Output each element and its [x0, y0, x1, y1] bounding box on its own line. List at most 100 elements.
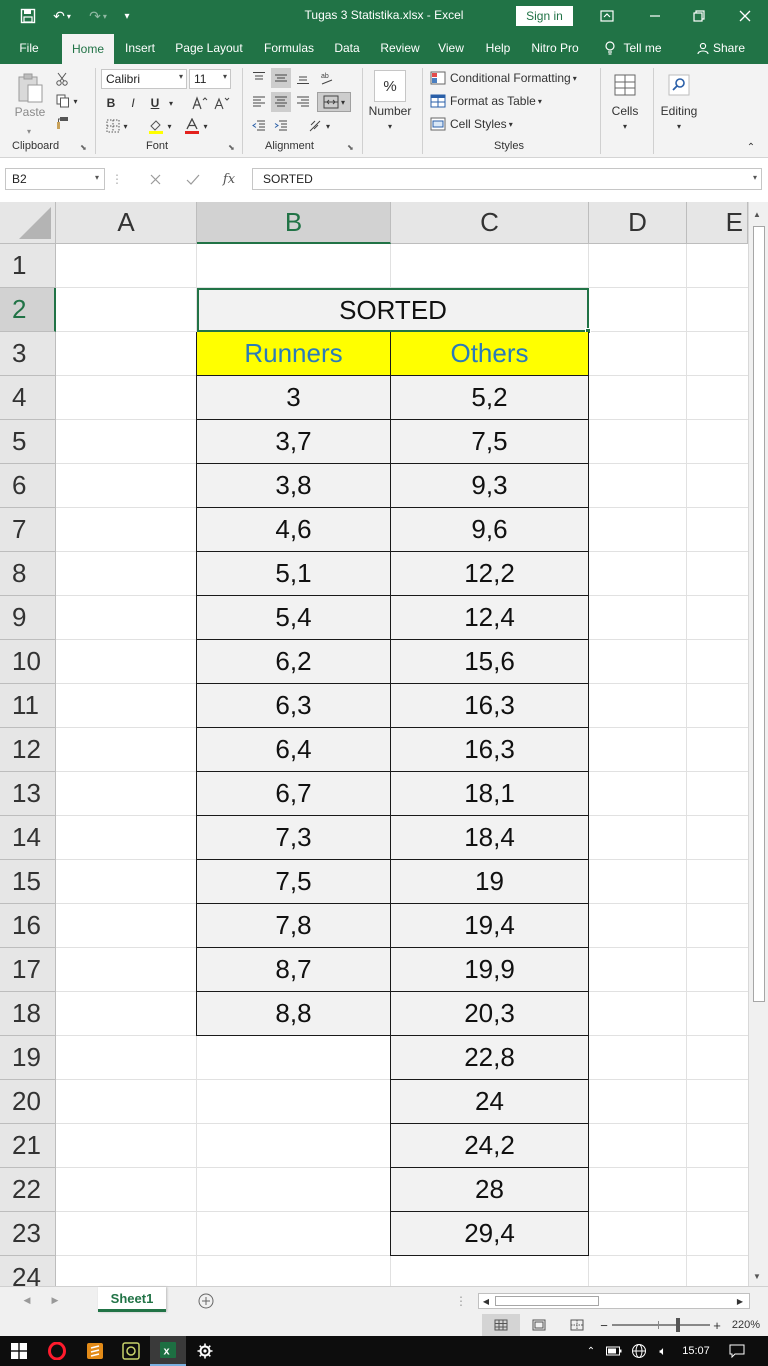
- row-header-4[interactable]: 4: [0, 376, 56, 420]
- row-header-14[interactable]: 14: [0, 816, 56, 860]
- align-bottom-icon[interactable]: [293, 68, 313, 88]
- save-icon[interactable]: [16, 6, 40, 26]
- tab-insert[interactable]: Insert: [124, 41, 155, 55]
- runners-value-cell[interactable]: 6,7: [197, 772, 391, 816]
- row-header-17[interactable]: 17: [0, 948, 56, 992]
- number-dropdown-icon[interactable]: ▾: [387, 121, 392, 131]
- column-header-c[interactable]: C: [391, 202, 589, 244]
- editing-search-icon[interactable]: [664, 70, 694, 100]
- others-value-cell[interactable]: 24,2: [391, 1124, 589, 1168]
- row-header-1[interactable]: 1: [0, 244, 56, 288]
- row-header-3[interactable]: 3: [0, 332, 56, 376]
- scroll-right-icon[interactable]: ▶: [736, 1296, 744, 1306]
- italic-button[interactable]: I: [131, 96, 135, 110]
- enter-icon[interactable]: [178, 170, 208, 188]
- column-header-d[interactable]: D: [589, 202, 687, 244]
- share-button[interactable]: Share: [694, 32, 748, 64]
- align-top-icon[interactable]: [249, 68, 269, 88]
- tab-page-layout[interactable]: Page Layout: [175, 41, 243, 55]
- select-all-button[interactable]: [0, 202, 56, 244]
- paste-dropdown-icon[interactable]: ▾: [26, 126, 31, 136]
- format-painter-icon[interactable]: [52, 114, 72, 132]
- row-header-19[interactable]: 19: [0, 1036, 56, 1080]
- zoom-slider-thumb[interactable]: [676, 1318, 680, 1332]
- others-value-cell[interactable]: 15,6: [391, 640, 589, 684]
- others-value-cell[interactable]: 16,3: [391, 728, 589, 772]
- insert-function-button[interactable]: fx: [222, 171, 236, 187]
- zoom-out-icon[interactable]: −: [600, 1317, 608, 1333]
- percent-icon[interactable]: %: [374, 70, 406, 102]
- page-break-view-icon[interactable]: [564, 1314, 590, 1336]
- clipboard-launcher-icon[interactable]: ⬊: [80, 143, 87, 152]
- row-header-18[interactable]: 18: [0, 992, 56, 1036]
- row-header-20[interactable]: 20: [0, 1080, 56, 1124]
- row-header-15[interactable]: 15: [0, 860, 56, 904]
- runners-value-cell[interactable]: 7,8: [197, 904, 391, 948]
- sublime-text-icon[interactable]: [80, 1336, 110, 1366]
- runners-value-cell[interactable]: 6,2: [197, 640, 391, 684]
- worksheet-grid[interactable]: A B C D E 1 2 3 4 5 6 7 8 9 10 11 12 13 14 15 16 17 18 19 2…: [0, 202, 768, 1286]
- alignment-launcher-icon[interactable]: ⬊: [347, 143, 354, 152]
- formula-input[interactable]: SORTED ▾: [252, 168, 762, 190]
- others-value-cell[interactable]: 19,4: [391, 904, 589, 948]
- tab-file[interactable]: File: [19, 41, 39, 55]
- tab-help[interactable]: Help: [485, 41, 511, 55]
- tab-data[interactable]: Data: [334, 41, 360, 55]
- horizontal-scroll-thumb[interactable]: [495, 1296, 599, 1306]
- runners-value-cell[interactable]: 3: [197, 376, 391, 420]
- horizontal-scrollbar[interactable]: ◀ ▶: [478, 1293, 750, 1309]
- customize-qat-icon[interactable]: ▾: [124, 10, 130, 22]
- notifications-icon[interactable]: [722, 1336, 752, 1366]
- settings-gear-icon[interactable]: [190, 1336, 220, 1366]
- new-sheet-icon[interactable]: [196, 1291, 216, 1311]
- row-header-7[interactable]: 7: [0, 508, 56, 552]
- others-value-cell[interactable]: 22,8: [391, 1036, 589, 1080]
- others-value-cell[interactable]: 9,6: [391, 508, 589, 552]
- windows-start-icon[interactable]: [4, 1336, 34, 1366]
- row-header-11[interactable]: 11: [0, 684, 56, 728]
- page-layout-view-icon[interactable]: [526, 1314, 552, 1336]
- zoom-in-icon[interactable]: +: [713, 1317, 721, 1333]
- sorted-title-cell[interactable]: SORTED: [197, 288, 589, 332]
- tab-home[interactable]: Home: [62, 34, 114, 64]
- align-middle-icon[interactable]: [271, 68, 291, 88]
- zoom-level[interactable]: 220%: [731, 1319, 761, 1331]
- row-header-12[interactable]: 12: [0, 728, 56, 772]
- cut-icon[interactable]: [52, 70, 72, 88]
- others-value-cell[interactable]: 16,3: [391, 684, 589, 728]
- network-globe-icon[interactable]: [628, 1336, 650, 1366]
- others-value-cell[interactable]: 12,2: [391, 552, 589, 596]
- others-value-cell[interactable]: 9,3: [391, 464, 589, 508]
- name-box[interactable]: B2 ▾: [5, 168, 105, 190]
- row-header-21[interactable]: 21: [0, 1124, 56, 1168]
- scroll-left-icon[interactable]: ◀: [482, 1296, 490, 1306]
- tab-formulas[interactable]: Formulas: [263, 41, 314, 55]
- align-left-icon[interactable]: [249, 92, 269, 112]
- others-value-cell[interactable]: 12,4: [391, 596, 589, 640]
- orientation-icon[interactable]: ab: [317, 68, 337, 88]
- runners-value-cell[interactable]: 4,6: [197, 508, 391, 552]
- font-name-select[interactable]: Calibri ▾: [101, 69, 187, 89]
- copy-icon[interactable]: ▾: [52, 92, 82, 110]
- close-icon[interactable]: [730, 4, 760, 28]
- opera-browser-icon[interactable]: [42, 1336, 72, 1366]
- tab-view[interactable]: View: [438, 41, 464, 55]
- cells-icon[interactable]: [610, 70, 640, 100]
- increase-indent-icon[interactable]: [271, 116, 291, 136]
- others-value-cell[interactable]: 20,3: [391, 992, 589, 1036]
- runners-value-cell[interactable]: 5,4: [197, 596, 391, 640]
- tray-chevron-up-icon[interactable]: ⌃: [586, 1345, 596, 1357]
- cells-dropdown-icon[interactable]: ▾: [622, 121, 627, 131]
- runners-header-cell[interactable]: Runners: [197, 332, 391, 376]
- collapse-ribbon-icon[interactable]: ⌃: [746, 141, 756, 153]
- redo-icon[interactable]: ↷ ▾: [89, 7, 107, 24]
- others-value-cell[interactable]: 18,1: [391, 772, 589, 816]
- volume-icon[interactable]: 🔈︎: [659, 1343, 667, 1358]
- increase-font-size-icon[interactable]: [190, 93, 210, 113]
- row-header-22[interactable]: 22: [0, 1168, 56, 1212]
- borders-icon[interactable]: ▾: [102, 116, 132, 136]
- battery-icon[interactable]: [604, 1336, 624, 1366]
- row-header-8[interactable]: 8: [0, 552, 56, 596]
- merge-center-icon[interactable]: ▾: [317, 92, 351, 112]
- clock-time[interactable]: 15:07: [682, 1345, 710, 1357]
